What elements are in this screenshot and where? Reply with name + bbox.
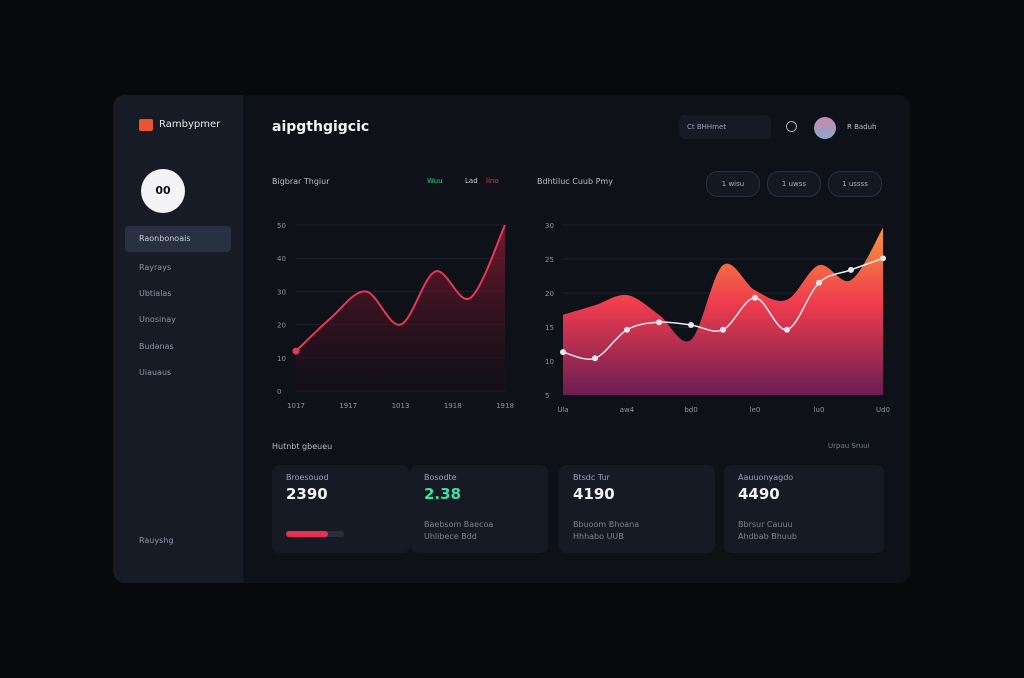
nav-item[interactable]: Budanas (139, 342, 174, 351)
card-label: Aauuonyagdo (738, 473, 794, 482)
x-tick-label: lu0 (814, 406, 825, 414)
stat-card: Btsdc Tur 4190 Bbuoom Bhoana Hhhabo UUB (559, 465, 715, 553)
stat-card: Broesouod 2390 (272, 465, 410, 553)
card-value: 2.38 (424, 485, 462, 503)
section-link[interactable]: Urpau Sruui (828, 442, 870, 450)
legend-entry: Wuu (427, 177, 443, 185)
x-tick-label: Ud0 (876, 406, 890, 414)
point (816, 279, 822, 286)
x-tick-label: Ula (557, 406, 568, 414)
y-tick-label: 30 (545, 222, 554, 230)
user-name: R Baduh (847, 123, 877, 131)
card-value: 4490 (738, 485, 780, 503)
y-tick-label: 5 (545, 392, 549, 400)
nav-item[interactable]: Uiauaus (139, 368, 172, 377)
point (688, 321, 694, 328)
card-label: Broesouod (286, 473, 329, 482)
card-value: 2390 (286, 485, 328, 503)
avatar[interactable]: 00 (141, 169, 185, 213)
card-value: 4190 (573, 485, 615, 503)
chart-title: Bdhtiluc Cuub Pmy (537, 177, 613, 186)
point (880, 255, 886, 262)
card-label: Bosodte (424, 473, 457, 482)
x-tick-label: aw4 (620, 406, 635, 414)
point (848, 266, 854, 273)
x-tick-label: 1917 (339, 402, 357, 410)
point (292, 347, 300, 355)
area (296, 225, 505, 391)
x-tick-label: le0 (750, 406, 761, 414)
y-tick-label: 10 (545, 358, 554, 366)
point (624, 326, 630, 333)
card-line: Bbrsur Cauuu (738, 520, 793, 529)
y-tick-label: 20 (277, 322, 286, 330)
nav-item[interactable]: Rauyshg (139, 536, 174, 545)
sidebar: Rambypmer 00 Raonbonoais Rayrays Ubtiala… (113, 95, 243, 583)
page-title: aipgthgigcic (272, 119, 370, 135)
card-line: Baebsom Baecoa (424, 520, 494, 529)
point (656, 319, 662, 326)
nav-item[interactable]: Rayrays (139, 263, 172, 272)
search-icon[interactable] (786, 121, 797, 132)
y-tick-label: 0 (277, 388, 281, 396)
legend-entry: Lad (465, 177, 478, 185)
x-tick-label: 1013 (392, 402, 410, 410)
point (752, 294, 758, 301)
y-tick-label: 40 (277, 255, 286, 263)
nav-item[interactable]: Raonbonoais (125, 226, 231, 252)
y-tick-label: 10 (277, 355, 286, 363)
y-tick-label: 25 (545, 256, 554, 264)
progress-track (286, 531, 344, 537)
chart-title: Bigbrar Thgiur (272, 177, 330, 186)
line (295, 224, 506, 352)
card-line: Hhhabo UUB (573, 532, 624, 541)
legend-entry: lino (486, 177, 499, 185)
card-line: Uhlibece Bdd (424, 532, 477, 541)
logo-icon (139, 119, 153, 131)
y-tick-label: 50 (277, 222, 286, 230)
y-tick-label: 15 (545, 324, 554, 332)
point (784, 326, 790, 333)
stat-card: Aauuonyagdo 4490 Bbrsur Cauuu Ahdbab Bhu… (724, 465, 884, 553)
card-line: Bbuoom Bhoana (573, 520, 640, 529)
point (560, 349, 566, 356)
y-tick-label: 20 (545, 290, 554, 298)
nav-item[interactable]: Ubtialas (139, 289, 172, 298)
point (720, 326, 726, 333)
x-tick-label: 1918 (496, 402, 514, 410)
x-tick-label: bd0 (684, 406, 697, 414)
card-label: Btsdc Tur (573, 473, 610, 482)
x-tick-label: 1017 (287, 402, 305, 410)
y-tick-label: 30 (277, 288, 286, 296)
nav-item[interactable]: Unosinay (139, 315, 176, 324)
area (563, 227, 883, 395)
range-button[interactable]: 1 ussss (828, 171, 882, 197)
search-box[interactable]: Ct BHHmet (679, 115, 771, 139)
point (592, 355, 598, 362)
section-title: Hutnbt gbeueu (272, 442, 333, 451)
range-button[interactable]: 1 uwss (767, 171, 821, 197)
range-button[interactable]: 1 wisu (706, 171, 760, 197)
user-avatar[interactable] (814, 117, 836, 139)
card-line: Ahdbab Bhuub (738, 532, 797, 541)
logo-text: Rambypmer (159, 119, 221, 130)
stat-card: Bosodte 2.38 Baebsom Baecoa Uhlibece Bdd (410, 465, 548, 553)
x-tick-label: 1918 (444, 402, 462, 410)
